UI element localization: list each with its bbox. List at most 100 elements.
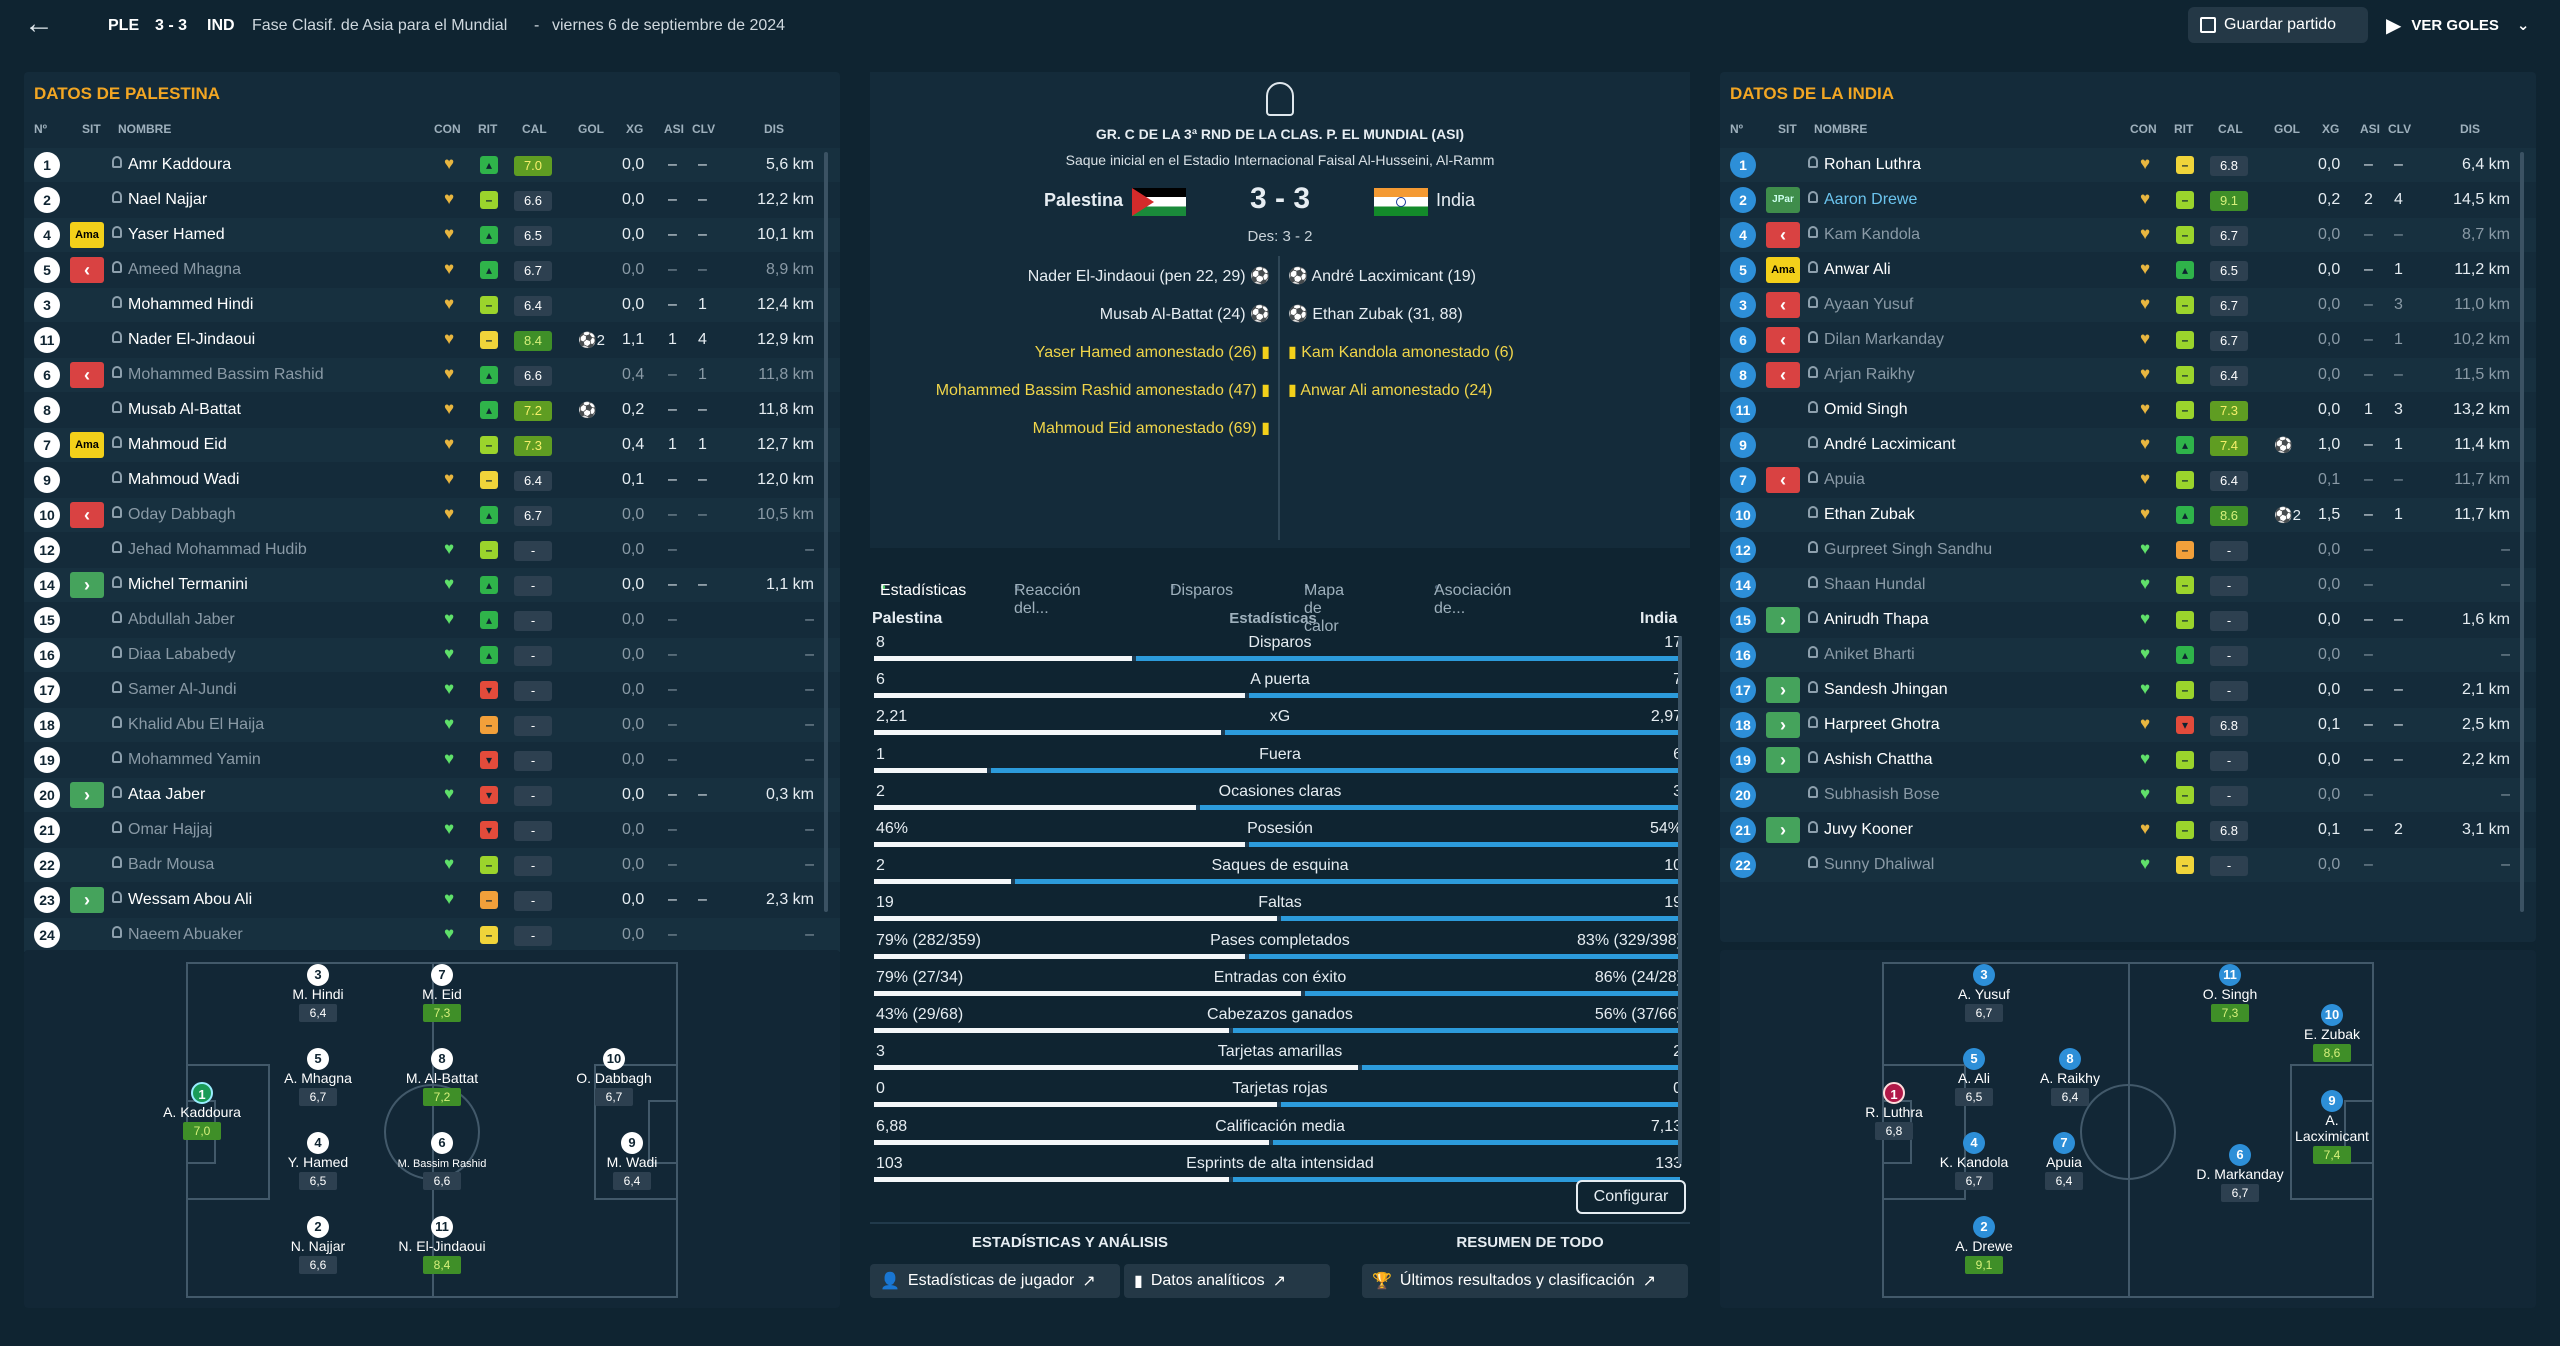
- lineup-player[interactable]: 9 M. Wadi 6,4: [587, 1132, 677, 1190]
- player-name[interactable]: Naeem Abuaker: [128, 926, 243, 943]
- player-name[interactable]: Michel Termanini: [128, 576, 248, 593]
- analytics-button[interactable]: ▮ Datos analíticos ↗: [1124, 1264, 1330, 1298]
- player-name[interactable]: Sandesh Jhingan: [1824, 681, 1948, 698]
- configure-button[interactable]: Configurar: [1576, 1180, 1686, 1214]
- results-standings-button[interactable]: 🏆 Últimos resultados y clasificación ↗: [1362, 1264, 1688, 1298]
- lineup-player[interactable]: 10 O. Dabbagh 6,7: [569, 1048, 659, 1106]
- view-goals-button[interactable]: ▶ VER GOLES ⌄: [2386, 7, 2546, 43]
- player-name[interactable]: Aaron Drewe: [1824, 191, 1918, 208]
- stats-scrollbar[interactable]: [1678, 636, 1682, 1164]
- lineup-player[interactable]: 2 N. Najjar 6,6: [273, 1216, 363, 1274]
- table-row[interactable]: 21 › Juvy Kooner ♥ –6.8 0,1–2 3,1 km: [1720, 813, 2536, 847]
- table-row[interactable]: 6 ‹ Dilan Markanday ♥ –6.7 0,0–1 10,2 km: [1720, 323, 2536, 357]
- lineup-player[interactable]: 1 R. Luthra 6,8: [1849, 1082, 1939, 1140]
- lineup-player[interactable]: 2 A. Drewe 9,1: [1939, 1216, 2029, 1274]
- lineup-player[interactable]: 5 A. Mhagna 6,7: [273, 1048, 363, 1106]
- column-header-no[interactable]: Nº: [34, 122, 48, 136]
- player-name[interactable]: Ayaan Yusuf: [1824, 296, 1914, 313]
- table-row[interactable]: 1 Rohan Luthra ♥ –6.8 0,0– –6,4 km: [1720, 148, 2536, 182]
- table-row[interactable]: 4 ‹ Kam Kandola ♥ –6.7 0,0– –8,7 km: [1720, 218, 2536, 252]
- table-scrollbar[interactable]: [2520, 152, 2524, 912]
- column-header-xg[interactable]: XG: [2322, 122, 2340, 136]
- column-header-sit[interactable]: SIT: [82, 122, 101, 136]
- table-row[interactable]: 21 Omar Hajjaj ♥ ▾ - 0,0 – –: [24, 813, 840, 847]
- column-header-con[interactable]: CON: [434, 122, 461, 136]
- lineup-player[interactable]: 7 Apuia 6,4: [2019, 1132, 2109, 1190]
- player-name[interactable]: Diaa Lababedy: [128, 646, 236, 663]
- lineup-player[interactable]: 8 M. Al-Battat 7,2: [397, 1048, 487, 1106]
- table-row[interactable]: 19 › Ashish Chattha ♥ – -0,0– –2,2 km: [1720, 743, 2536, 777]
- column-header-rit[interactable]: RIT: [478, 122, 498, 136]
- player-name[interactable]: Abdullah Jaber: [128, 611, 235, 628]
- column-header-sit[interactable]: SIT: [1778, 122, 1797, 136]
- player-name[interactable]: Sunny Dhaliwal: [1824, 856, 1935, 873]
- lineup-player[interactable]: 6 M. Bassim Rashid 6,6: [397, 1132, 487, 1190]
- lineup-player[interactable]: 11 O. Singh 7,3: [2185, 964, 2275, 1022]
- table-row[interactable]: 16 Diaa Lababedy ♥ ▴ - 0,0 – –: [24, 638, 840, 672]
- table-row[interactable]: 9 Mahmoud Wadi ♥ –6.4 0,1– –12,0 km: [24, 463, 840, 497]
- lineup-player[interactable]: 4 K. Kandola 6,7: [1929, 1132, 2019, 1190]
- column-header-asi[interactable]: ASI: [664, 122, 685, 136]
- table-row[interactable]: 14 › Michel Termanini ♥ ▴ - 0,0 – – 1,1 km: [24, 568, 840, 602]
- player-name[interactable]: Arjan Raikhy: [1824, 366, 1915, 383]
- table-scrollbar[interactable]: [824, 152, 828, 912]
- table-row[interactable]: 9 André Lacximicant ♥ ▴ 7.4 ⚽ 1,0 – 1 11,4 km: [1720, 428, 2536, 462]
- table-row[interactable]: 7 Ama Mahmoud Eid ♥ –7.3 0,4 1 1 12,7 km: [24, 428, 840, 462]
- player-name[interactable]: Ameed Mhagna: [128, 261, 241, 278]
- player-name[interactable]: Mohammed Yamin: [128, 751, 261, 768]
- player-name[interactable]: Aniket Bharti: [1824, 646, 1915, 663]
- column-header-asi[interactable]: ASI: [2360, 122, 2381, 136]
- player-name[interactable]: André Lacximicant: [1824, 436, 1956, 453]
- column-header-cal[interactable]: CAL: [522, 122, 547, 136]
- back-arrow-icon[interactable]: ←: [24, 7, 54, 40]
- table-row[interactable]: 12 Jehad Mohammad Hudib ♥ – -0,0– –: [24, 533, 840, 567]
- table-row[interactable]: 22 Badr Mousa ♥ – -0,0– –: [24, 848, 840, 882]
- table-row[interactable]: 17 › Sandesh Jhingan ♥ – -0,0– –2,1 km: [1720, 673, 2536, 707]
- table-row[interactable]: 14 Shaan Hundal ♥ – -0,0– –: [1720, 568, 2536, 602]
- table-row[interactable]: 3 Mohammed Hindi ♥ –6.4 0,0–1 12,4 km: [24, 288, 840, 322]
- save-match-button[interactable]: Guardar partido: [2188, 7, 2368, 43]
- player-name[interactable]: Rohan Luthra: [1824, 156, 1921, 173]
- column-header-no[interactable]: Nº: [1730, 122, 1744, 136]
- player-name[interactable]: Ashish Chattha: [1824, 751, 1933, 768]
- player-name[interactable]: Mahmoud Eid: [128, 436, 227, 453]
- column-header-xg[interactable]: XG: [626, 122, 644, 136]
- player-name[interactable]: Apuia: [1824, 471, 1865, 488]
- table-row[interactable]: 8 Musab Al-Battat ♥ ▴ 7.2 ⚽ 0,2 – – 11,8 km: [24, 393, 840, 427]
- player-name[interactable]: Mohammed Hindi: [128, 296, 254, 313]
- player-name[interactable]: Ethan Zubak: [1824, 506, 1915, 523]
- lineup-player[interactable]: 11 N. El-Jindaoui 8,4: [397, 1216, 487, 1274]
- column-header-clv[interactable]: CLV: [2388, 122, 2412, 136]
- player-name[interactable]: Gurpreet Singh Sandhu: [1824, 541, 1993, 558]
- table-row[interactable]: 22 Sunny Dhaliwal ♥ – -0,0– –: [1720, 848, 2536, 882]
- player-name[interactable]: Samer Al-Jundi: [128, 681, 237, 698]
- lineup-player[interactable]: 4 Y. Hamed 6,5: [273, 1132, 363, 1190]
- column-header-con[interactable]: CON: [2130, 122, 2157, 136]
- table-row[interactable]: 16 Aniket Bharti ♥ ▴ - 0,0 – –: [1720, 638, 2536, 672]
- lineup-player[interactable]: 7 M. Eid 7,3: [397, 964, 487, 1022]
- column-header-gol[interactable]: GOL: [2274, 122, 2300, 136]
- table-row[interactable]: 2 Nael Najjar ♥ –6.6 0,0– –12,2 km: [24, 183, 840, 217]
- column-header-name[interactable]: NOMBRE: [118, 122, 172, 136]
- player-name[interactable]: Nader El-Jindaoui: [128, 331, 256, 348]
- table-row[interactable]: 18 Khalid Abu El Haija ♥ – -0,0– –: [24, 708, 840, 742]
- home-team-name[interactable]: Palestina: [1044, 190, 1124, 210]
- player-name[interactable]: Kam Kandola: [1824, 226, 1921, 243]
- player-name[interactable]: Ataa Jaber: [128, 786, 206, 803]
- table-row[interactable]: 1 Amr Kaddoura ♥ ▴ 7.0 0,0 – – 5,6 km: [24, 148, 840, 182]
- table-row[interactable]: 8 ‹ Arjan Raikhy ♥ –6.4 0,0– –11,5 km: [1720, 358, 2536, 392]
- table-row[interactable]: 20 › Ataa Jaber ♥ ▾ - 0,0 – – 0,3 km: [24, 778, 840, 812]
- player-name[interactable]: Harpreet Ghotra: [1824, 716, 1940, 733]
- column-header-rit[interactable]: RIT: [2174, 122, 2194, 136]
- table-row[interactable]: 10 ‹ Oday Dabbagh ♥ ▴ 6.7 0,0 – – 10,5 km: [24, 498, 840, 532]
- player-name[interactable]: Omar Hajjaj: [128, 821, 213, 838]
- table-row[interactable]: 15 Abdullah Jaber ♥ ▴ - 0,0 – –: [24, 603, 840, 637]
- table-row[interactable]: 3 ‹ Ayaan Yusuf ♥ –6.7 0,0–3 11,0 km: [1720, 288, 2536, 322]
- player-name[interactable]: Mohammed Bassim Rashid: [128, 366, 324, 383]
- table-row[interactable]: 12 Gurpreet Singh Sandhu ♥ – -0,0– –: [1720, 533, 2536, 567]
- player-name[interactable]: Nael Najjar: [128, 191, 208, 208]
- player-name[interactable]: Khalid Abu El Haija: [128, 716, 265, 733]
- player-name[interactable]: Musab Al-Battat: [128, 401, 241, 418]
- player-name[interactable]: Subhasish Bose: [1824, 786, 1940, 803]
- competition-name[interactable]: Fase Clasif. de Asia para el Mundial: [252, 17, 508, 34]
